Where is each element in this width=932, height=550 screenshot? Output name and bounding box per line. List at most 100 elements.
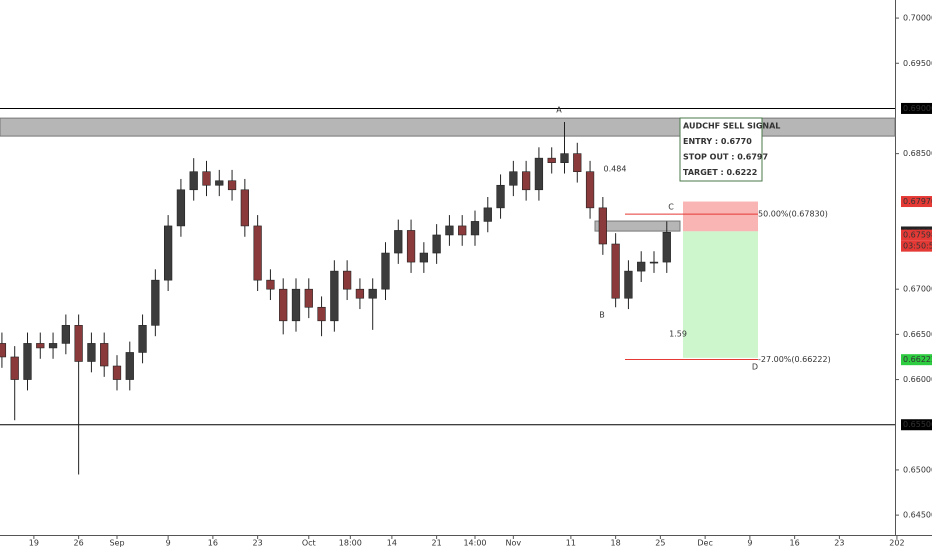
candle-body (48, 343, 58, 349)
price-tag (901, 419, 932, 431)
candle-body (406, 230, 416, 263)
supply-zone (594, 220, 681, 232)
candle-body (112, 365, 122, 380)
candle-body (662, 231, 671, 263)
candle-body (317, 306, 326, 322)
x-tick-label: 16 (790, 539, 800, 548)
x-tick-label: 26 (74, 539, 84, 548)
signal-box-frame (679, 117, 763, 182)
y-tick-label: 0.64500 (903, 511, 932, 520)
candle-body (445, 225, 454, 236)
x-tick-label: 21 (432, 539, 442, 548)
x-tick-label: Oct (302, 539, 316, 548)
annotation: B (599, 311, 605, 320)
candle-body (87, 343, 96, 362)
annotation: D (752, 363, 758, 372)
candle-body (649, 261, 659, 264)
annotation: A (556, 106, 562, 115)
candle-body (279, 288, 288, 322)
candle-body (240, 189, 249, 227)
x-tick-label: 202 (889, 539, 904, 548)
countdown: 03:50:56 (903, 242, 932, 251)
candle-body (61, 325, 70, 344)
candle-body (176, 189, 186, 227)
candle-body (266, 279, 275, 290)
candle-body (394, 230, 403, 254)
price-tag (901, 196, 932, 208)
candle-body (470, 221, 480, 236)
signal-box-line: TARGET : 0.6222 (683, 168, 757, 177)
x-tick-label: 19 (29, 539, 39, 548)
candle-body (509, 171, 518, 186)
price-tag (901, 229, 932, 241)
candle-body (611, 243, 620, 299)
fib-label: 50.00%(0.67830) (758, 210, 828, 219)
candle-body (534, 157, 544, 191)
candle-body (355, 288, 365, 299)
candle-body (291, 288, 301, 322)
candle-body (304, 288, 313, 308)
candle-body (253, 225, 262, 281)
candle-body (151, 279, 160, 326)
candle-body (598, 207, 607, 245)
candle-body (0, 343, 7, 358)
candle-body (381, 252, 390, 290)
x-tick-label: 9 (747, 539, 752, 548)
annotation: 0.484 (604, 165, 627, 174)
signal-box-line: STOP OUT : 0.6797 (683, 153, 768, 162)
x-tick-label: 14:00 (463, 539, 486, 548)
candle-body (573, 153, 582, 173)
candle-body (624, 270, 633, 299)
x-tick-label: 18:00 (339, 539, 362, 548)
candle-body (585, 171, 595, 209)
candle-body (432, 234, 441, 254)
supply-zone (0, 117, 896, 137)
x-tick-label: 18 (611, 539, 621, 548)
price-tag-label: 0.66222 (903, 355, 932, 364)
candle-body (202, 171, 211, 186)
fib-label: -27.00%(0.66222) (758, 355, 831, 364)
x-tick-label: 16 (208, 539, 218, 548)
x-tick-label: 23 (253, 539, 263, 548)
candle-body (483, 207, 492, 222)
annotation: C (668, 203, 674, 212)
candle-body (560, 153, 569, 163)
x-tick-label: 23 (834, 539, 844, 548)
candle-body (74, 325, 83, 362)
x-tick-label: Nov (506, 539, 522, 548)
candle-body (368, 288, 377, 299)
candle-body (496, 184, 505, 209)
candle-body (163, 225, 173, 281)
candle-body (189, 171, 198, 191)
x-tick-label: 25 (655, 539, 665, 548)
candle-body (342, 270, 352, 290)
candle-body (36, 343, 45, 349)
candle-body (215, 180, 224, 186)
risk-box (683, 201, 758, 232)
candle-body (637, 261, 646, 272)
price-tag (901, 102, 932, 114)
signal-box-line: ENTRY : 0.6770 (683, 137, 752, 146)
countdown-tag (901, 240, 932, 252)
x-tick-label: Dec (697, 539, 712, 548)
candle-body (227, 180, 237, 191)
x-tick-label: 11 (566, 539, 576, 548)
candle-body (330, 270, 339, 322)
x-tick-label: 14 (387, 539, 397, 548)
signal-box: AUDCHF SELL SIGNAL ENTRY : 0.6770 STOP OUT… (679, 117, 780, 182)
x-tick-label: 9 (166, 539, 171, 548)
candle-body (458, 225, 467, 236)
candle-body (23, 343, 32, 380)
price-tag-label: 0.67598 (903, 231, 932, 240)
candle-body (100, 343, 109, 367)
